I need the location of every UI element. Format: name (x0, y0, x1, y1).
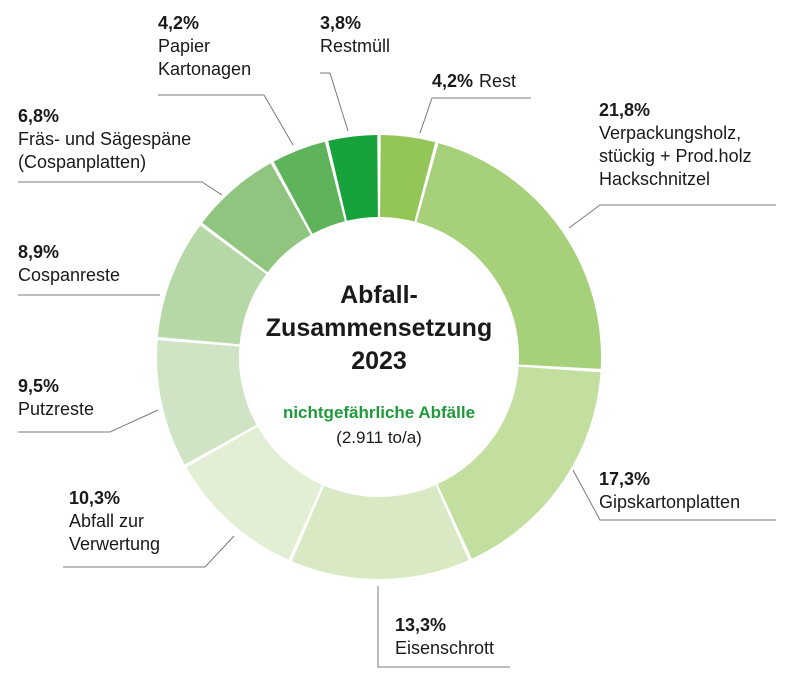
center-subtitle: nichtgefährliche Abfälle (283, 403, 475, 422)
slice-restmuell (328, 135, 378, 221)
slice-fraes (202, 163, 311, 273)
leader-lines (18, 72, 776, 668)
slice-labels: 4,2% Rest 21,8% Verpackungsholz, stückig + P… (18, 13, 752, 658)
leader-line-restmuell (320, 72, 349, 132)
label-verpackung-text: stückig + Prod.holz (599, 146, 752, 166)
label-verwertung-text: Verwertung (69, 534, 160, 554)
label-fraes-value: 6,8% (18, 106, 59, 126)
slice-verpackung (416, 143, 601, 369)
center-title-line-2: Zusammensetzung (266, 314, 492, 342)
label-verpackung: 21,8% Verpackungsholz, stückig + Prod.holz… (599, 100, 752, 189)
label-eisen-value: 13,3% (395, 615, 446, 635)
label-verpackung-text: Verpackungsholz, (599, 123, 741, 143)
label-cospan: 8,9% Cospanreste (18, 242, 120, 285)
label-putz: 9,5% Putzreste (18, 376, 94, 419)
slice-putz (157, 340, 257, 465)
label-restmuell-value: 3,8% (320, 13, 361, 33)
label-cospan-value: 8,9% (18, 242, 59, 262)
leader-line-putz (18, 409, 159, 433)
donut-slices (157, 135, 601, 579)
leader-line-rest (419, 97, 531, 134)
slice-gips (437, 366, 601, 559)
slice-papier (273, 141, 345, 234)
label-verpackung-value: 21,8% (599, 100, 650, 120)
label-verpackung-text: Hackschnitzel (599, 169, 710, 189)
label-fraes: 6,8% Fräs- und Sägespäne (Cospanplatten) (18, 106, 191, 172)
label-putz-value: 9,5% (18, 376, 59, 396)
label-gips: 17,3% Gipskartonplatten (599, 469, 740, 512)
label-verwertung: 10,3% Abfall zur Verwertung (69, 488, 160, 554)
label-rest: 4,2% Rest (432, 71, 516, 91)
leader-line-fraes (18, 181, 223, 196)
label-gips-value: 17,3% (599, 469, 650, 489)
label-papier-value: 4,2% (158, 13, 199, 33)
leader-line-eisen (377, 586, 510, 668)
slice-verwertung (186, 426, 323, 560)
center-subtitle-note: (2.911 to/a) (336, 428, 422, 447)
label-eisen-text: Eisenschrott (395, 638, 494, 658)
label-papier-text: Papier (158, 36, 210, 56)
center-title-line-1: Abfall- (340, 281, 418, 309)
label-papier: 4,2% Papier Kartonagen (158, 13, 251, 79)
label-verwertung-value: 10,3% (69, 488, 120, 508)
label-restmuell-text: Restmüll (320, 36, 390, 56)
label-rest-text: Rest (479, 71, 516, 91)
leader-line-gips (572, 469, 776, 521)
label-rest-value: 4,2% (432, 71, 473, 91)
slice-eisen (291, 485, 469, 579)
label-putz-text: Putzreste (18, 399, 94, 419)
label-eisen: 13,3% Eisenschrott (395, 615, 494, 658)
slice-cospan (157, 225, 267, 345)
leader-line-verwertung (63, 535, 235, 568)
label-papier-text: Kartonagen (158, 59, 251, 79)
label-fraes-text: (Cospanplatten) (18, 152, 146, 172)
center-title-line-3: 2023 (351, 347, 407, 375)
label-restmuell: 3,8% Restmüll (320, 13, 390, 56)
leader-line-verpackung (568, 204, 776, 229)
label-gips-text: Gipskartonplatten (599, 492, 740, 512)
label-fraes-text: Fräs- und Sägespäne (18, 129, 191, 149)
leader-line-papier (158, 94, 294, 146)
label-cospan-text: Cospanreste (18, 265, 120, 285)
center-caption: Abfall- Zusammensetzung 2023 nichtgefähr… (266, 281, 492, 447)
label-verwertung-text: Abfall zur (69, 511, 144, 531)
slice-rest (380, 135, 436, 222)
